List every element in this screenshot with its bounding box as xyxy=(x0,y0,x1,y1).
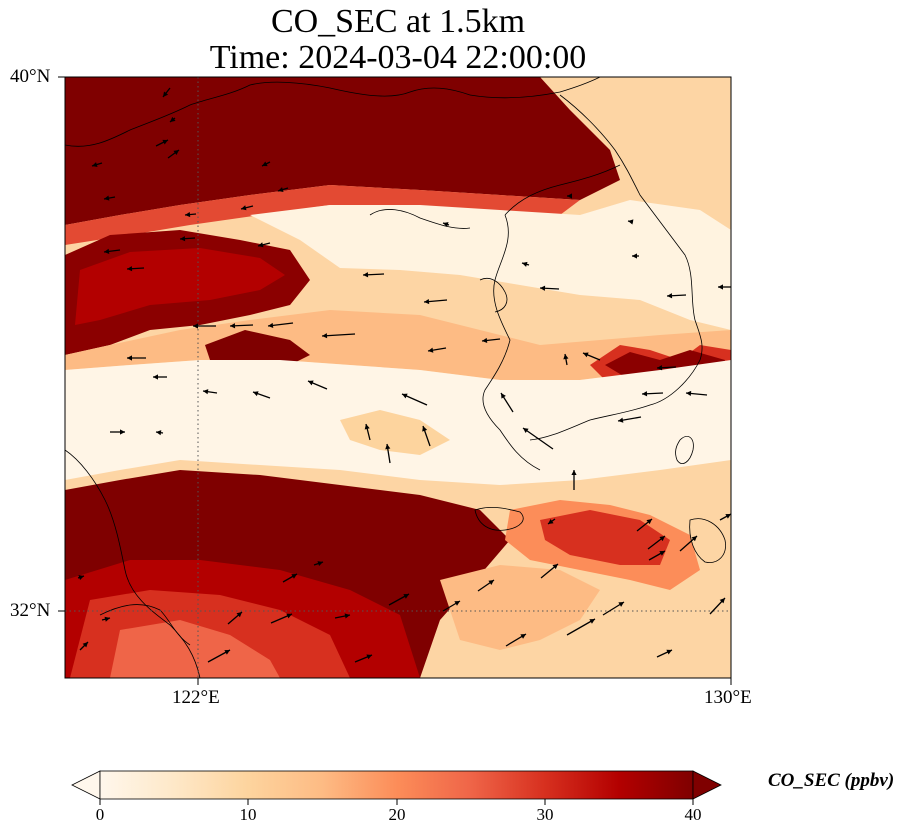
wind-vector-head xyxy=(548,518,554,524)
wind-vector-head xyxy=(322,333,328,339)
wind-vectors xyxy=(77,87,731,663)
wind-vector-head xyxy=(224,650,230,655)
coastlines xyxy=(65,77,726,678)
colorbar-tick-label: 10 xyxy=(239,805,257,824)
lon-label-122e: 122°E xyxy=(172,687,220,708)
lon-label-130e: 130°E xyxy=(704,687,752,708)
wind-vector-head xyxy=(583,352,589,358)
wind-vector-head xyxy=(725,514,731,519)
wind-vector-head xyxy=(718,284,723,290)
wind-vector-head xyxy=(173,150,179,156)
wind-vector-head xyxy=(163,91,169,97)
wind-vector-head xyxy=(488,580,494,585)
map-title-line-2: Time: 2024-03-04 22:00:00 xyxy=(209,39,587,76)
wind-vector-head xyxy=(363,272,369,278)
wind-vector-head xyxy=(403,594,409,599)
wind-vector-head xyxy=(92,162,98,168)
wind-vector-head xyxy=(253,391,259,397)
wind-vector-head xyxy=(520,634,526,639)
wind-vector-head xyxy=(571,470,577,475)
wind-vector-head xyxy=(428,347,434,353)
wind-vector-head xyxy=(589,619,595,624)
wind-vector-head xyxy=(278,187,284,193)
wind-vector-head xyxy=(291,574,297,579)
wind-vector-head xyxy=(567,193,572,199)
wind-vector-head xyxy=(262,161,268,167)
wind-vector-head xyxy=(127,266,133,272)
colorbar-tick-label: 20 xyxy=(388,805,406,824)
wind-vector-head xyxy=(522,261,528,267)
wind-vector-head xyxy=(258,242,264,248)
wind-vector-head xyxy=(241,205,247,211)
gridlines xyxy=(65,77,731,678)
wind-vector xyxy=(566,618,596,636)
wind-vector-head xyxy=(666,649,672,655)
wind-vector-head xyxy=(628,219,634,225)
wind-vector-head xyxy=(104,195,110,201)
wind-vector-head xyxy=(686,390,692,397)
wind-vector-head xyxy=(691,536,697,542)
lat-label-40n: 40°N xyxy=(10,66,51,87)
wind-vector-head xyxy=(366,654,372,660)
wind-vector-head xyxy=(153,374,158,380)
wind-vector-head xyxy=(618,602,624,607)
wind-vector-head xyxy=(659,551,665,556)
colorbar-tick-label: 30 xyxy=(536,805,554,824)
wind-vector-head xyxy=(657,365,663,371)
colorbar-tick-label: 40 xyxy=(684,805,702,824)
wind-vector-head xyxy=(443,222,449,228)
wind-vector-head xyxy=(308,380,314,386)
wind-vector-head xyxy=(156,430,162,436)
wind-vector-head xyxy=(230,323,236,329)
concentration-field xyxy=(65,77,731,678)
wind-vector-head xyxy=(424,298,430,305)
map-frame xyxy=(64,76,732,679)
wind-vector-head xyxy=(120,429,125,435)
wind-vector-head xyxy=(667,293,673,299)
wind-vector-head xyxy=(104,248,110,254)
wind-vector-head xyxy=(646,519,652,525)
wind-vector-head xyxy=(344,613,350,619)
wind-vector-head xyxy=(364,424,370,430)
wind-vector-head xyxy=(719,598,725,604)
wind-vector-head xyxy=(618,417,624,423)
wind-vector-head xyxy=(162,139,168,145)
wind-vector-head xyxy=(170,116,176,122)
wind-vector-head xyxy=(180,236,186,242)
wind-vector-head xyxy=(193,323,198,329)
wind-vector-head xyxy=(127,355,132,361)
wind-vector-head xyxy=(540,285,546,291)
wind-vector-head xyxy=(268,322,274,328)
wind-vector-head xyxy=(78,575,84,581)
wind-vector xyxy=(321,333,356,337)
wind-vector-head xyxy=(385,444,391,450)
wind-vector-head xyxy=(632,253,637,259)
map-title-line-1: CO_SEC at 1.5km xyxy=(270,3,526,40)
wind-vector-head xyxy=(523,428,529,433)
wind-vector-head xyxy=(402,393,408,399)
wind-vector-head xyxy=(563,354,569,360)
wind-vector-head xyxy=(104,616,110,622)
wind-vector-head xyxy=(552,564,558,570)
wind-vector-head xyxy=(82,642,88,648)
wind-vector-head xyxy=(454,601,460,606)
wind-vector-head xyxy=(236,612,242,618)
wind-vector-head xyxy=(286,613,292,619)
wind-vector-head xyxy=(501,393,506,399)
wind-vector xyxy=(522,427,554,450)
wind-vector-head xyxy=(203,389,209,395)
wind-vector-head xyxy=(482,337,488,344)
colorbar-label: CO_SEC (ppbv) xyxy=(768,770,895,791)
colorbar-tick-label: 0 xyxy=(95,805,105,824)
lat-label-32n: 32°N xyxy=(10,600,51,621)
colorbar xyxy=(71,770,722,805)
wind-vector-head xyxy=(642,391,648,397)
wind-vector-head xyxy=(422,426,428,432)
wind-vector-head xyxy=(185,211,191,218)
wind-vector-head xyxy=(659,536,665,542)
wind-vector-head xyxy=(317,561,323,567)
